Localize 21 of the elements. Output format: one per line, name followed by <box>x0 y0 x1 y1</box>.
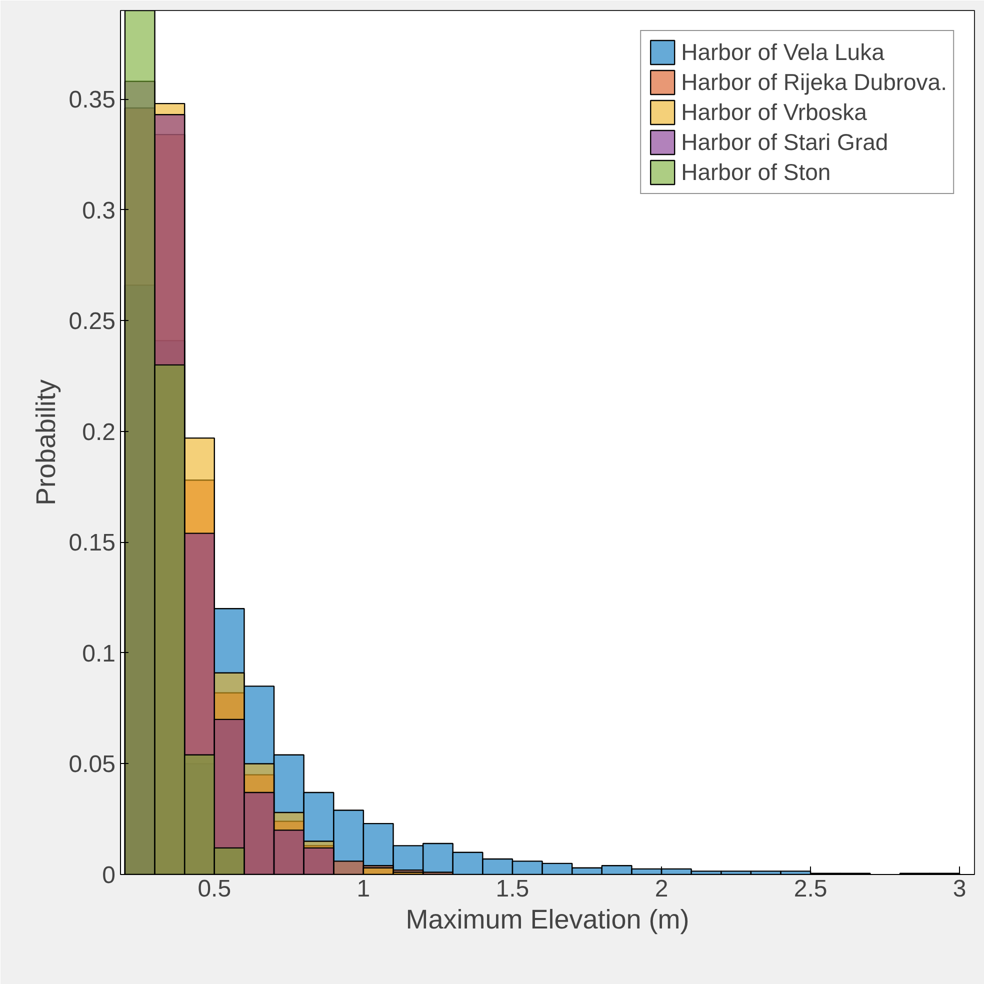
legend-label: Harbor of Stari Grad <box>681 128 888 156</box>
y-tick-label: 0.1 <box>82 640 116 668</box>
x-tick-label: 2 <box>654 876 668 902</box>
x-tick-label: 3 <box>952 876 966 902</box>
y-tick-label: 0.15 <box>68 530 116 557</box>
y-tick-label: 0 <box>102 862 116 889</box>
y-tick-label: 0.2 <box>82 418 116 446</box>
legend-label: Harbor of Vrboska <box>681 98 867 126</box>
y-tick-label: 0.35 <box>68 86 116 114</box>
y-tick-label: 0.05 <box>68 751 116 778</box>
legend-label: Harbor of Ston <box>681 158 831 186</box>
y-tick-label: 0.3 <box>82 197 116 224</box>
y-axis-title: Probability <box>30 378 61 506</box>
y-tick-label: 0.25 <box>68 308 116 336</box>
x-axis-title: Maximum Elevation (m) <box>406 904 690 934</box>
legend-label: Harbor of Rijeka Dubrova. <box>681 68 947 96</box>
x-tick-label: 1.5 <box>496 876 530 902</box>
x-tick-label: 2.5 <box>794 876 828 902</box>
legend-label: Harbor of Vela Luka <box>681 38 884 66</box>
x-tick-label: 0.5 <box>198 876 232 902</box>
x-tick-label: 1 <box>356 876 370 902</box>
